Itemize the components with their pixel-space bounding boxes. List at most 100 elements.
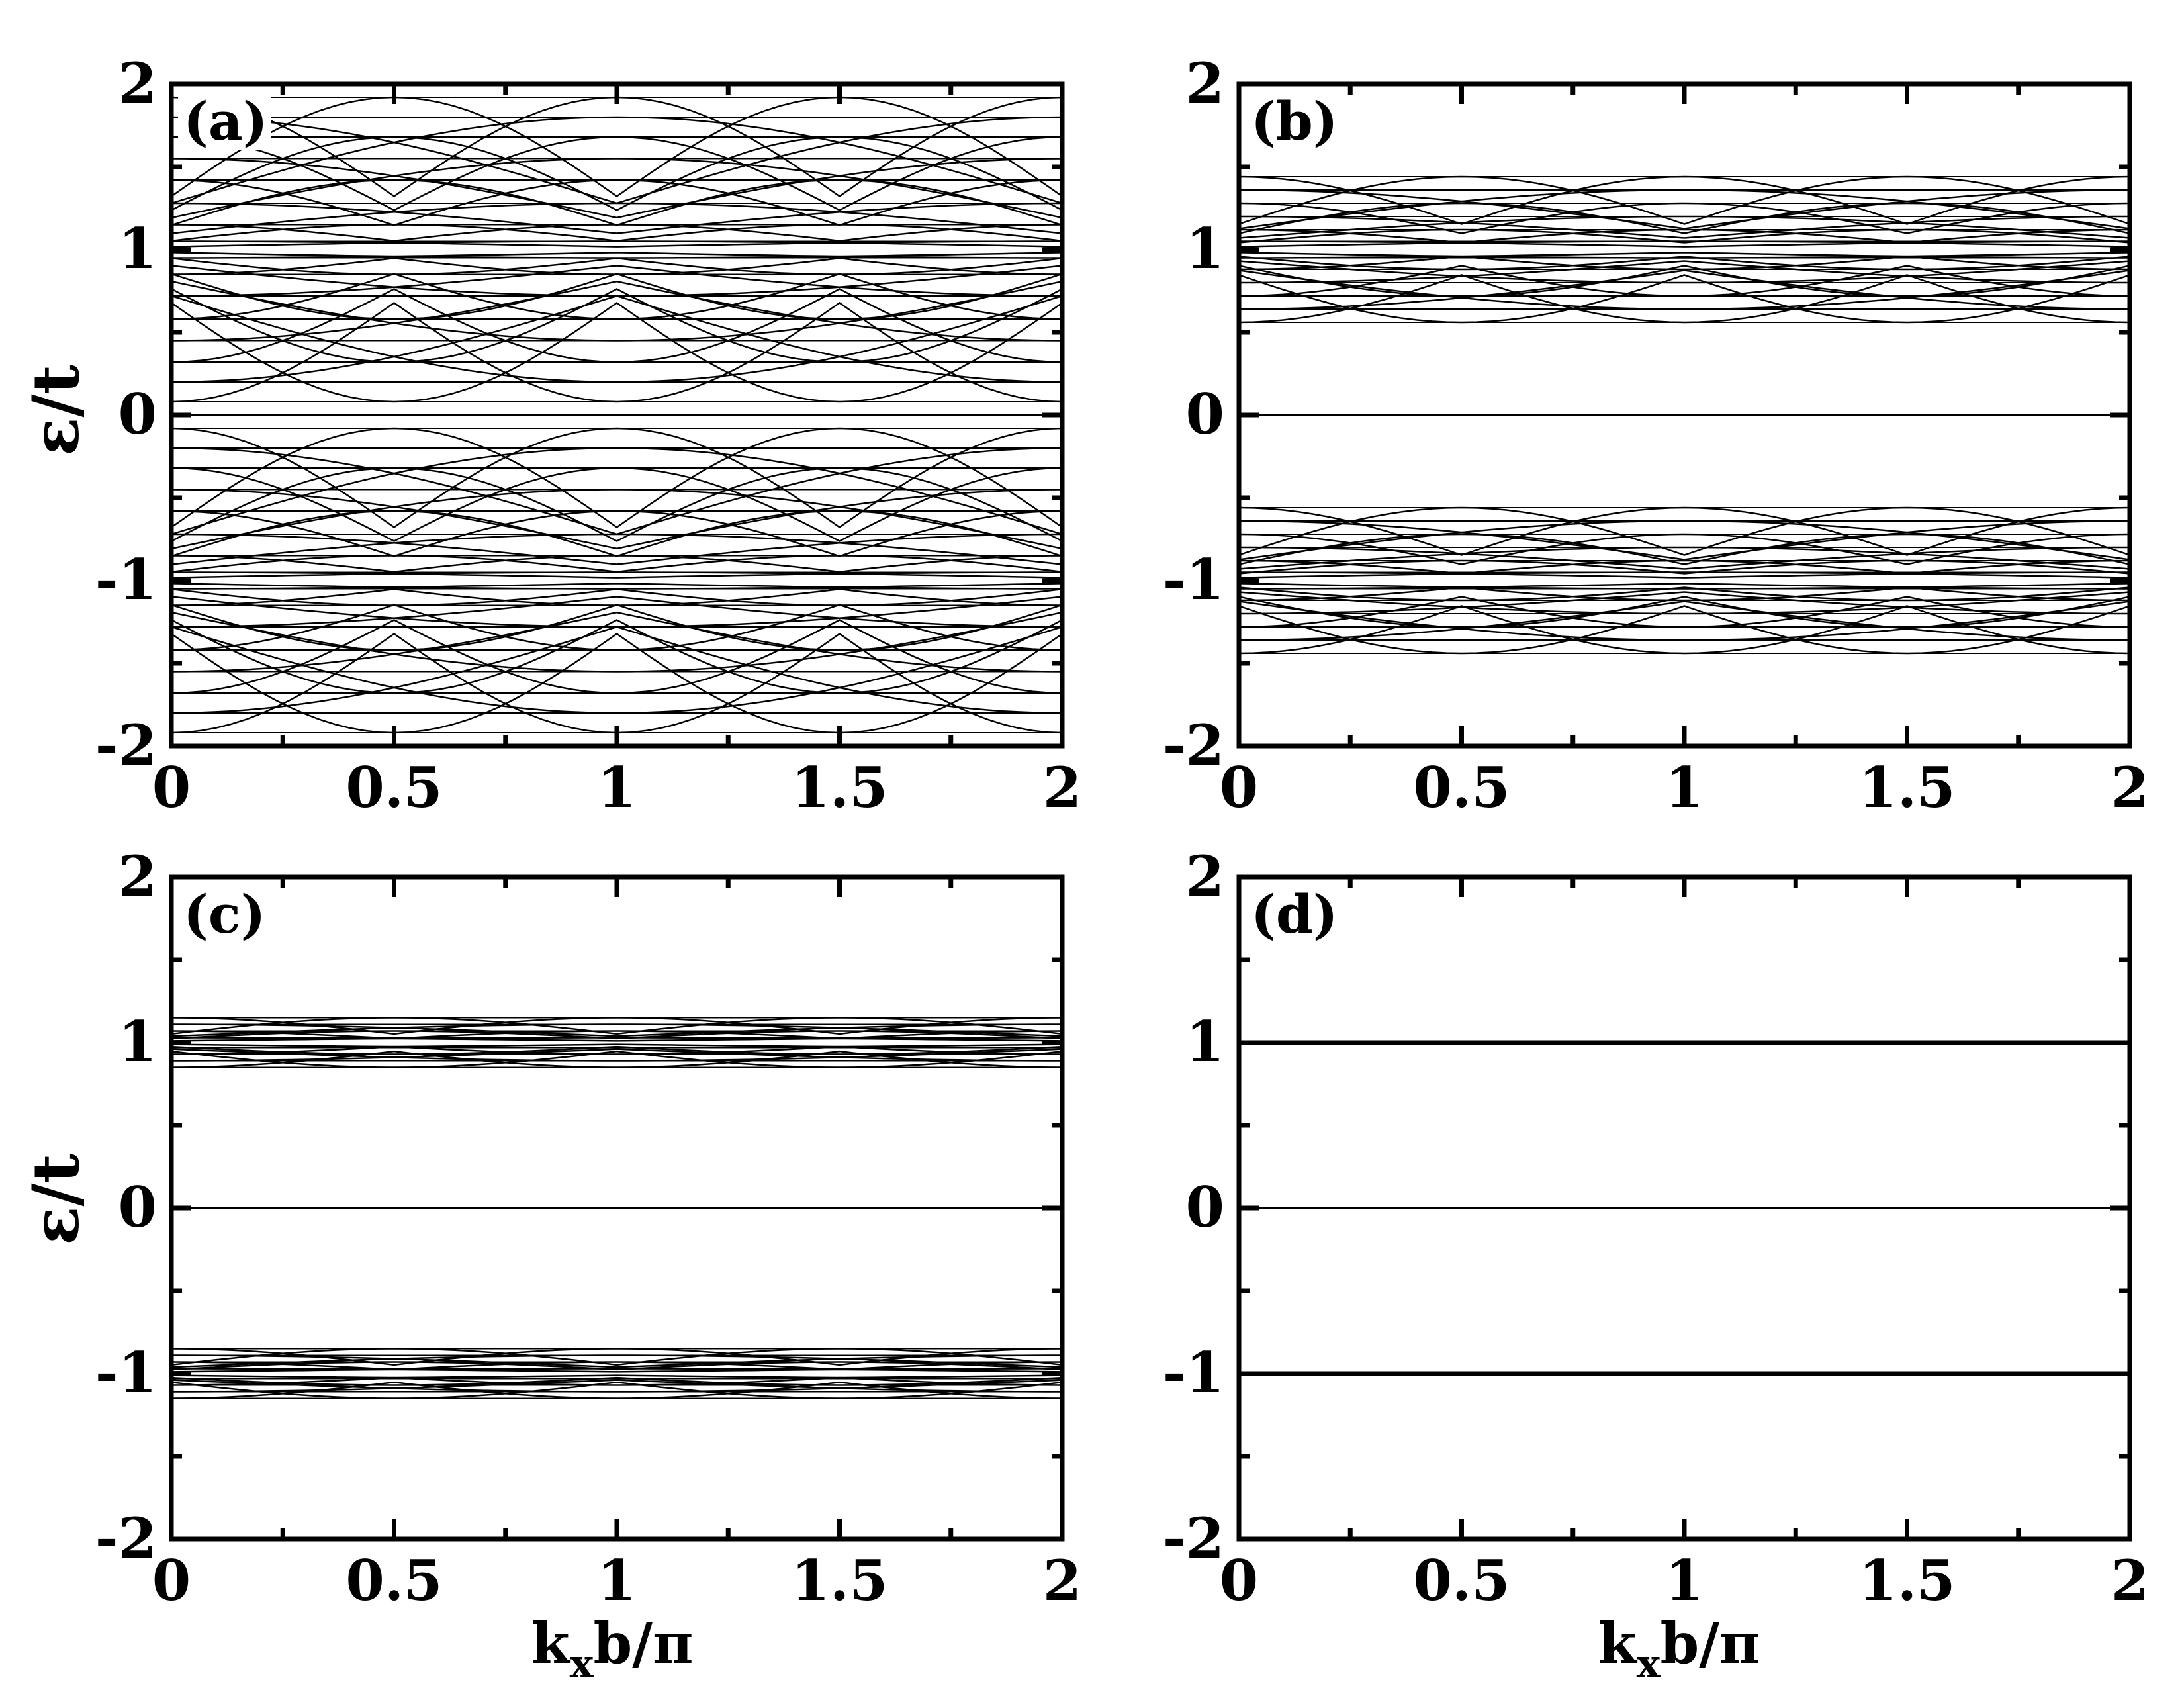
x-tick-label: 0.5 <box>345 1548 442 1613</box>
band-line-2-0 <box>171 583 1062 590</box>
band-line-2-2 <box>1239 591 2130 615</box>
band-line-1-1 <box>1239 228 2130 244</box>
band-line-2-1 <box>1239 586 2130 602</box>
band-line-2-0 <box>171 571 1062 579</box>
panel-label: (d) <box>1251 883 1338 945</box>
xlabel-left: kxb/π <box>531 1611 694 1687</box>
band-line-2-3 <box>171 510 1062 557</box>
panel-label: (b) <box>1251 90 1338 152</box>
x-tick-label: 2 <box>2111 755 2149 820</box>
band-line-1-1 <box>171 1045 1062 1055</box>
x-tick-label: 0 <box>1220 755 1258 820</box>
y-tick-label: 2 <box>118 843 157 909</box>
y-tick-label: -2 <box>1163 1505 1224 1571</box>
band-line-2-3 <box>171 1348 1062 1366</box>
band-line-2-0 <box>1239 583 2130 590</box>
band-lines <box>1239 175 2130 655</box>
band-line-1-2 <box>1239 260 2130 284</box>
band-line-1-7 <box>171 96 1062 198</box>
panel-label: (a) <box>183 90 268 152</box>
panel-label-bg <box>178 92 271 150</box>
y-tick-label: -1 <box>95 547 157 612</box>
ylabel-bottom-text: ε/t <box>19 1154 93 1245</box>
band-line-1-3 <box>1239 202 2130 234</box>
y-tick-label: -2 <box>1163 712 1224 778</box>
x-tick-label: 0.5 <box>1413 1548 1510 1613</box>
y-tick-label: 1 <box>118 216 157 281</box>
band-line-1-7 <box>171 301 1062 403</box>
band-line-1-1 <box>171 257 1062 275</box>
band-line-1-3 <box>171 273 1062 320</box>
band-lines <box>1239 1040 2130 1376</box>
ylabel-bottom: ε/t <box>19 1154 93 1245</box>
xlabel-left-sub: x <box>570 1641 594 1687</box>
y-tick-label: -1 <box>1163 1340 1224 1405</box>
band-line-2-2 <box>1239 546 2130 570</box>
panel-label-bg <box>178 885 271 943</box>
band-line-1-3 <box>171 1050 1062 1068</box>
ticks <box>1236 81 2132 749</box>
band-line-1-3 <box>1239 265 2130 297</box>
band-line-1-1 <box>171 1030 1062 1040</box>
band-line-2-2 <box>171 596 1062 628</box>
band-line-1-2 <box>171 265 1062 297</box>
band-line-2-7 <box>171 427 1062 529</box>
band-line-2-7 <box>171 632 1062 734</box>
x-tick-label: 0.5 <box>345 755 442 820</box>
band-line-2-4 <box>171 611 1062 673</box>
band-line-2-6 <box>171 447 1062 536</box>
band-line-2-4 <box>1239 600 2130 641</box>
y-tick-label: 0 <box>1186 1174 1224 1240</box>
panel-d: 0 0.5 1 1.5 2 -2 -1 0 1 2 (d) <box>1163 843 2150 1613</box>
y-tick-label: 0 <box>118 1174 157 1240</box>
panel-c: 0 0.5 1 1.5 2 -2 -1 0 1 2 (c) <box>95 843 1082 1613</box>
band-line-1-7 <box>171 301 1062 403</box>
panel-label: (c) <box>183 883 265 945</box>
x-tick-label: 1.5 <box>1858 755 1955 820</box>
ticks <box>169 81 1065 749</box>
band-line-2-3 <box>171 1381 1062 1399</box>
band-line-1-0 <box>171 240 1062 248</box>
x-tick-label: 2 <box>1043 755 1081 820</box>
x-tick-label: 0.5 <box>1413 755 1510 820</box>
band-line-1-1 <box>1239 256 2130 271</box>
band-line-1-5 <box>1239 274 2130 324</box>
band-line-1-4 <box>171 158 1062 219</box>
x-tick-label: 1 <box>1665 1548 1704 1613</box>
y-tick-label: -2 <box>95 712 157 778</box>
band-line-1-3 <box>171 179 1062 226</box>
x-tick-label: 0 <box>152 1548 191 1613</box>
band-line-2-1 <box>171 588 1062 606</box>
x-tick-label: 1 <box>598 755 636 820</box>
y-tick-label: -1 <box>95 1340 157 1405</box>
ylabel-top: ε/t <box>19 365 93 456</box>
band-lines <box>171 1017 1062 1399</box>
band-line-2-0 <box>1239 571 2130 579</box>
xlabel-right-sub: x <box>1637 1641 1661 1687</box>
xlabel-right-main: k <box>1598 1611 1638 1676</box>
band-line-2-3 <box>1239 533 2130 565</box>
band-line-1-0 <box>1239 252 2130 259</box>
x-tick-label: 0 <box>152 755 191 820</box>
band-line-1-4 <box>171 280 1062 342</box>
band-line-2-3 <box>1239 596 2130 628</box>
y-tick-label: 0 <box>1186 381 1224 447</box>
band-line-2-4 <box>171 489 1062 550</box>
panel-b: 0 0.5 1 1.5 2 -2 -1 0 1 2 (b) <box>1163 50 2150 820</box>
y-tick-label: 1 <box>1186 1009 1224 1074</box>
xlabel-left-rest: b/π <box>594 1611 694 1676</box>
y-tick-label: -1 <box>1163 547 1224 612</box>
y-tick-label: 2 <box>1186 843 1224 909</box>
y-tick-label: 0 <box>118 381 157 447</box>
panel-a: 0 0.5 1 1.5 2 -2 -1 0 1 2 (a) <box>95 50 1082 820</box>
ylabel-top-text: ε/t <box>19 365 93 456</box>
xlabel-left-main: k <box>531 1611 571 1676</box>
band-lines <box>171 96 1062 734</box>
panel-label-bg <box>1246 92 1338 150</box>
xlabel-right: kxb/π <box>1598 1611 1760 1687</box>
band-line-1-2 <box>171 202 1062 234</box>
band-line-2-6 <box>171 626 1062 714</box>
band-line-2-1 <box>1239 559 2130 575</box>
